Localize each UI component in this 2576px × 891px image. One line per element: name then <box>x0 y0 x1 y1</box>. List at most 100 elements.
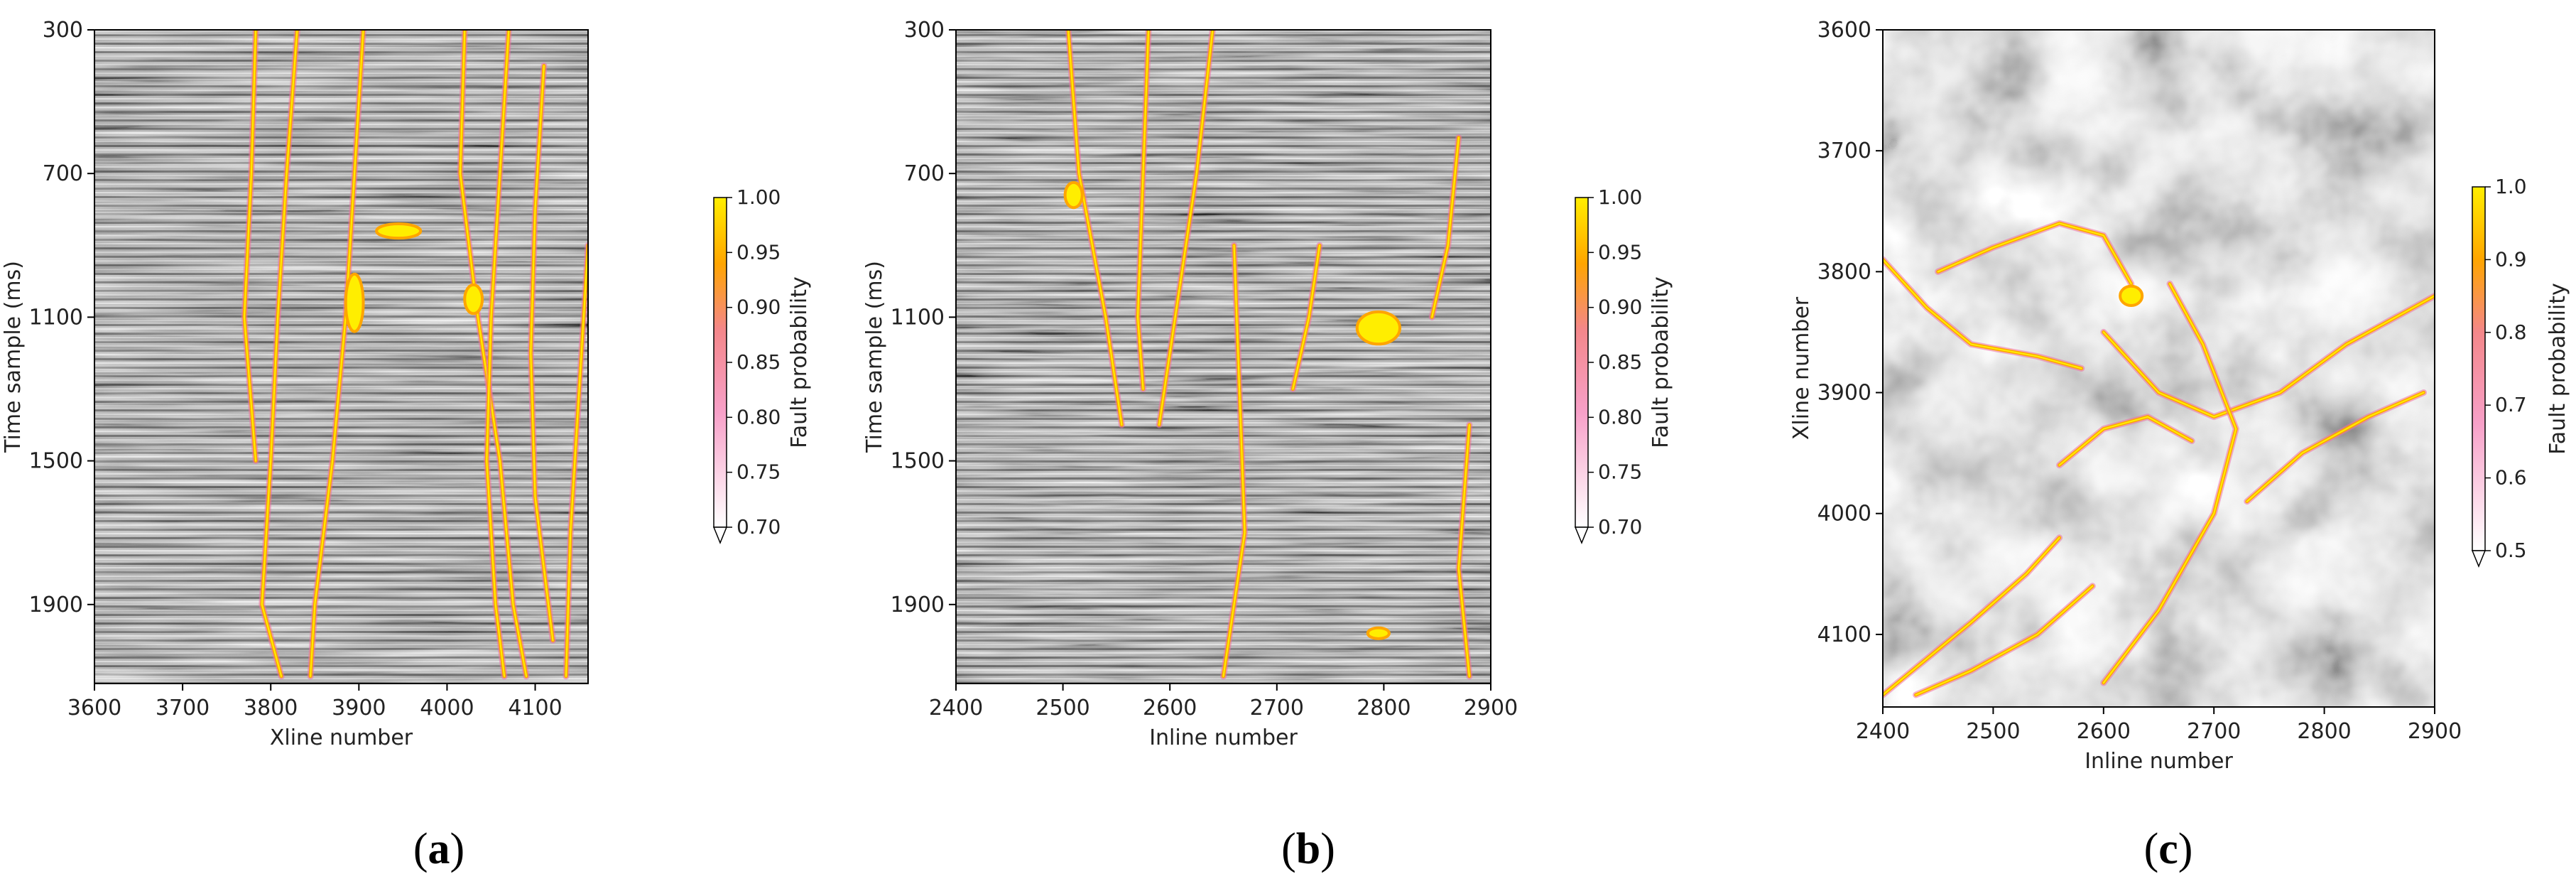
fault-b5-core <box>1292 244 1320 390</box>
y-tick-label-a-300: 300 <box>43 18 83 43</box>
blob-a2 <box>375 222 423 240</box>
panel-a: 3600 3700 3800 3900 4000 4100 300 700 1100 1500 19… <box>1 18 812 750</box>
x-axis-label-c: Inline number <box>2085 749 2233 774</box>
plot-area-a <box>94 30 588 684</box>
colorbar-extend-b <box>1574 526 1589 544</box>
fault-a3-core <box>310 30 364 677</box>
caption-b: (b) <box>1281 825 1335 873</box>
colorbar-b <box>1575 197 1589 528</box>
blob-b1 <box>1355 310 1401 346</box>
plot-frame-b <box>955 29 1491 684</box>
fault-b6-core <box>1431 136 1460 318</box>
blob-a1 <box>344 272 365 333</box>
x-tick-label-b-2900: 2900 <box>1464 696 1518 720</box>
fault-c7-core <box>2246 392 2425 502</box>
y-axis-label-a: Time sample (ms) <box>1 261 26 453</box>
plot-frame-a <box>94 29 589 684</box>
y-tick-label-b-700: 700 <box>904 161 945 186</box>
colorbar-tick-label-c-0.6: 0.6 <box>2495 466 2527 490</box>
blob-b3 <box>1366 626 1391 640</box>
panel-c: 2400 2500 2600 2700 2800 2900 3600 3700 3800 3900… <box>1789 18 2570 774</box>
colorbar-tick-label-b-1.00: 1.00 <box>1598 185 1642 209</box>
fault-b4-core <box>1222 244 1246 677</box>
fault-b3-core <box>1158 30 1214 426</box>
y-tick-label-c-4100: 4100 <box>1817 622 1871 647</box>
colorbar-tick-label-a-0.95: 0.95 <box>737 240 781 264</box>
x-tick-label-b-2700: 2700 <box>1250 696 1304 720</box>
plot-frame-c <box>1882 29 2435 708</box>
x-tick-label-a-3700: 3700 <box>156 696 210 720</box>
fault-c2-core <box>1937 222 2132 285</box>
colorbar-label-b: Fault probability <box>1648 276 1673 448</box>
fault-b7-core <box>1457 424 1470 677</box>
fault-c3-core <box>2102 295 2435 418</box>
y-tick-label-c-3800: 3800 <box>1817 259 1871 284</box>
y-tick-label-b-1500: 1500 <box>891 449 945 474</box>
y-tick-label-c-4000: 4000 <box>1817 502 1871 526</box>
colorbar-tick-label-a-0.90: 0.90 <box>737 296 781 319</box>
x-tick-label-a-3600: 3600 <box>67 696 121 720</box>
plot-area-c <box>1883 30 2435 707</box>
y-axis-label-b: Time sample (ms) <box>862 261 887 453</box>
x-tick-label-b-2800: 2800 <box>1357 696 1411 720</box>
caption-a: (a) <box>413 825 464 873</box>
fault-b1-core <box>1067 30 1123 426</box>
fault-c6-core <box>1915 585 2094 696</box>
y-axis-label-c: Xline number <box>1789 296 1814 440</box>
colorbar-tick-label-c-1.0: 1.0 <box>2495 175 2527 198</box>
colorbar-tick-label-a-0.75: 0.75 <box>737 460 781 484</box>
fault-c5-core <box>1883 536 2060 696</box>
colorbar-tick-label-a-1.00: 1.00 <box>737 185 781 209</box>
x-tick-label-a-3900: 3900 <box>332 696 386 720</box>
y-tick-label-c-3700: 3700 <box>1817 139 1871 163</box>
blob-a3 <box>463 283 484 315</box>
x-tick-label-a-4100: 4100 <box>508 696 562 720</box>
colorbar-extend-c <box>2471 550 2487 568</box>
fault-a6-core <box>530 65 554 642</box>
colorbar-tick-label-a-0.70: 0.70 <box>737 515 781 539</box>
y-tick-label-a-1100: 1100 <box>29 305 83 330</box>
fault-a1-core <box>244 30 257 462</box>
caption-c: (c) <box>2144 825 2193 873</box>
colorbar-tick-label-b-0.85: 0.85 <box>1598 350 1642 374</box>
x-tick-label-a-3800: 3800 <box>244 696 298 720</box>
colorbar-tick-label-b-0.70: 0.70 <box>1598 515 1642 539</box>
x-tick-label-c-2900: 2900 <box>2408 719 2462 744</box>
colorbar-tick-label-b-0.95: 0.95 <box>1598 240 1642 264</box>
x-axis-label-b: Inline number <box>1149 725 1298 750</box>
blob-c1 <box>2119 284 2144 308</box>
y-tick-label-a-1900: 1900 <box>29 593 83 617</box>
x-axis-label-a: Xline number <box>270 725 413 750</box>
blob-b2 <box>1063 180 1084 210</box>
x-tick-label-c-2500: 2500 <box>1966 719 2020 744</box>
colorbar-tick-label-c-0.9: 0.9 <box>2495 247 2527 271</box>
colorbar-tick-label-c-0.5: 0.5 <box>2495 539 2527 562</box>
colorbar-tick-label-a-0.80: 0.80 <box>737 405 781 428</box>
fault-b2-core <box>1137 30 1150 390</box>
fault-c4-core <box>2102 283 2237 684</box>
colorbar-extend-a <box>712 526 728 544</box>
y-tick-label-c-3900: 3900 <box>1817 381 1871 406</box>
fault-a5-core <box>486 30 510 677</box>
x-tick-label-c-2700: 2700 <box>2187 719 2241 744</box>
x-tick-label-b-2600: 2600 <box>1143 696 1197 720</box>
y-tick-label-a-700: 700 <box>43 161 83 186</box>
y-tick-label-a-1500: 1500 <box>29 449 83 474</box>
plot-area-b <box>956 30 1491 684</box>
colorbar-tick-label-b-0.80: 0.80 <box>1598 405 1642 428</box>
x-tick-label-b-2400: 2400 <box>929 696 983 720</box>
colorbar-c <box>2472 186 2486 551</box>
colorbar-label-c: Fault probability <box>2545 283 2570 455</box>
colorbar-tick-label-b-0.75: 0.75 <box>1598 460 1642 484</box>
x-tick-label-c-2800: 2800 <box>2297 719 2351 744</box>
colorbar-a <box>713 197 727 528</box>
fault-a2-core <box>261 30 298 677</box>
y-tick-label-b-300: 300 <box>904 18 945 43</box>
x-tick-label-c-2600: 2600 <box>2077 719 2131 744</box>
panel-b: 2400 2500 2600 2700 2800 2900 300 700 1100 1500 19… <box>862 18 1673 750</box>
fault-a7-core <box>565 244 588 677</box>
colorbar-tick-label-c-0.8: 0.8 <box>2495 320 2527 344</box>
y-tick-label-c-3600: 3600 <box>1817 18 1871 43</box>
colorbar-tick-label-b-0.90: 0.90 <box>1598 296 1642 319</box>
